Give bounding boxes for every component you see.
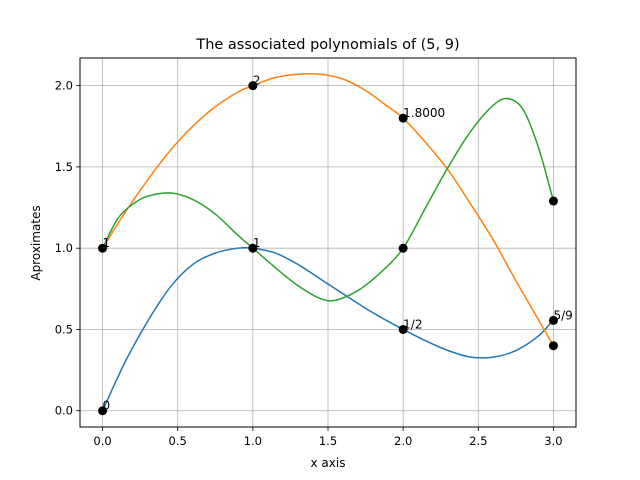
data-point-marker bbox=[398, 243, 408, 253]
y-tick-label: 1.0 bbox=[55, 241, 73, 255]
data-point-label: 1 bbox=[253, 236, 261, 250]
data-point-label: 1/2 bbox=[403, 317, 422, 331]
data-point-marker bbox=[548, 341, 558, 351]
x-tick-label: 3.0 bbox=[544, 434, 562, 448]
data-point-marker bbox=[98, 243, 108, 253]
data-point-label: 1.8000 bbox=[403, 106, 445, 120]
x-tick-label: 0.5 bbox=[169, 434, 187, 448]
x-tick-label: 2.5 bbox=[469, 434, 487, 448]
data-markers bbox=[98, 81, 558, 416]
axis-ticks: 0.0 0.5 1.0 1.5 2.0 2.5 3.0 0.0 0.5 1.0 1.5 2.0 bbox=[55, 79, 563, 448]
series-lines bbox=[101, 72, 555, 412]
data-point-marker bbox=[398, 113, 408, 123]
data-point-marker bbox=[398, 324, 408, 334]
data-point-label: 2 bbox=[253, 74, 261, 88]
y-axis-label: Aproximates bbox=[29, 205, 43, 280]
y-tick-label: 1.5 bbox=[55, 160, 73, 174]
grid-lines bbox=[80, 58, 576, 427]
data-point-label: 5/9 bbox=[553, 308, 572, 322]
y-tick-label: 2.0 bbox=[55, 79, 73, 93]
chart-title: The associated polynomials of (5, 9) bbox=[195, 37, 459, 53]
x-tick-label: 2.0 bbox=[394, 434, 412, 448]
y-tick-label: 0.0 bbox=[55, 404, 73, 418]
x-axis-label: x axis bbox=[311, 456, 346, 470]
x-tick-label: 1.0 bbox=[244, 434, 262, 448]
series-line-2 bbox=[101, 72, 555, 347]
x-tick-label: 1.5 bbox=[319, 434, 337, 448]
x-tick-label: 0.0 bbox=[93, 434, 111, 448]
y-tick-label: 0.5 bbox=[55, 322, 73, 336]
data-point-marker bbox=[248, 81, 258, 91]
data-point-marker bbox=[98, 406, 108, 416]
data-point-label: 1 bbox=[103, 236, 111, 250]
data-point-marker bbox=[548, 315, 558, 325]
series-line-3 bbox=[101, 97, 555, 302]
data-point-marker bbox=[248, 243, 258, 253]
data-point-marker bbox=[548, 196, 558, 206]
series-line-1 bbox=[101, 246, 555, 412]
data-annotations: 0 1 1/2 5/9 1 2 1.8000 bbox=[103, 74, 573, 413]
data-point-label: 0 bbox=[103, 399, 111, 413]
